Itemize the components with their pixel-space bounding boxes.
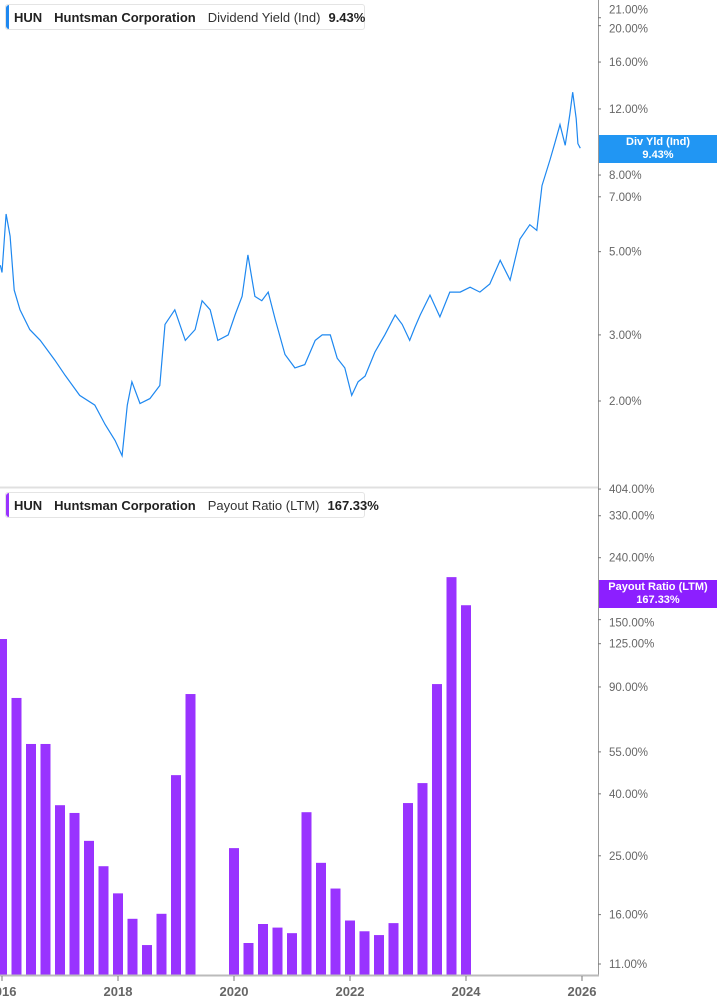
payout-bar: [0, 639, 7, 975]
payout-bar: [461, 605, 471, 975]
payout-bar: [113, 893, 123, 975]
payout-bar: [156, 913, 167, 975]
payout-bar: [446, 577, 457, 975]
y-tick-label: 20.00%: [609, 24, 648, 36]
payout-bar: [403, 803, 413, 975]
payout-bar: [229, 848, 239, 975]
payout-bar: [330, 888, 341, 975]
series-color-bar: [6, 493, 9, 517]
payout-bar: [171, 775, 181, 975]
payout-bar: [26, 743, 36, 975]
payout-bar: [40, 743, 51, 975]
payout-bar: [301, 812, 312, 975]
y-tick-label: 5.00%: [609, 247, 642, 259]
payout-bar: [11, 697, 22, 975]
payout-bar: [316, 862, 326, 975]
x-tick-label: 2016: [0, 984, 16, 999]
y-tick-label: 16.00%: [609, 910, 648, 922]
x-tick-label: 2026: [568, 984, 597, 999]
y-tick-label: 11.00%: [609, 959, 647, 971]
series-color-bar: [6, 5, 9, 29]
payout-bar: [98, 866, 109, 975]
x-tick-label: 2018: [104, 984, 133, 999]
legend-value: 9.43%: [328, 9, 366, 25]
y-tick-label: 7.00%: [609, 192, 642, 204]
payout-ratio-legend: HUN Huntsman Corporation Payout Ratio (L…: [5, 492, 379, 518]
dividend-yield-legend: HUN Huntsman Corporation Dividend Yield …: [5, 4, 365, 30]
y-tick-label: 40.00%: [609, 789, 648, 801]
y-tick-label: 240.00%: [609, 553, 654, 565]
y-tick-label: 404.00%: [609, 484, 654, 496]
y-tick-label: 330.00%: [609, 511, 654, 523]
payout-bar: [185, 694, 196, 975]
y-tick-label: 16.00%: [609, 57, 648, 69]
x-tick-label: 2024: [452, 984, 482, 999]
payout-bar: [417, 783, 428, 975]
payout-bar: [243, 943, 254, 975]
y-tick-label: 25.00%: [609, 851, 648, 863]
payout-bar: [55, 805, 65, 975]
y-tick-label: 90.00%: [609, 682, 648, 694]
dividend-yield-line: [0, 92, 581, 458]
y-tick-label: 8.00%: [609, 170, 642, 182]
x-tick-label: 2020: [220, 984, 249, 999]
legend-metric: Payout Ratio (LTM): [207, 497, 320, 513]
tag-value: 9.43%: [642, 149, 674, 161]
tag-label: Payout Ratio (LTM): [608, 581, 708, 593]
payout-bar: [272, 927, 283, 975]
y-tick-label: 3.00%: [609, 330, 642, 342]
y-tick-label: 21.00%: [609, 5, 648, 17]
legend-company: Huntsman Corporation: [54, 497, 196, 513]
legend-ticker: HUN: [14, 9, 43, 25]
payout-bar: [388, 923, 399, 975]
tag-label: Div Yld (Ind): [626, 136, 690, 148]
x-tick-label: 2022: [336, 984, 365, 999]
y-tick-label: 150.00%: [609, 618, 654, 630]
legend-company: Huntsman Corporation: [54, 9, 196, 25]
payout-bar: [258, 924, 268, 975]
y-tick-label: 55.00%: [609, 747, 648, 759]
legend-value: 167.33%: [327, 497, 379, 513]
y-tick-label: 12.00%: [609, 104, 648, 116]
payout-bar: [359, 931, 370, 975]
tag-value: 167.33%: [636, 594, 680, 606]
payout-bar: [84, 840, 94, 975]
legend-ticker: HUN: [14, 497, 43, 513]
payout-ratio-price-tag: Payout Ratio (LTM) 167.33%: [599, 580, 717, 608]
payout-bar: [345, 920, 355, 975]
y-tick-label: 2.00%: [609, 396, 642, 408]
payout-bar: [287, 933, 297, 975]
payout-bar: [127, 918, 138, 975]
dividend-yield-price-tag: Div Yld (Ind) 9.43%: [599, 135, 717, 163]
payout-bar: [69, 812, 80, 975]
legend-metric: Dividend Yield (Ind): [207, 9, 321, 25]
payout-bar: [432, 684, 442, 975]
payout-bar: [374, 935, 384, 975]
y-tick-label: 125.00%: [609, 639, 654, 651]
payout-bar: [142, 945, 152, 975]
